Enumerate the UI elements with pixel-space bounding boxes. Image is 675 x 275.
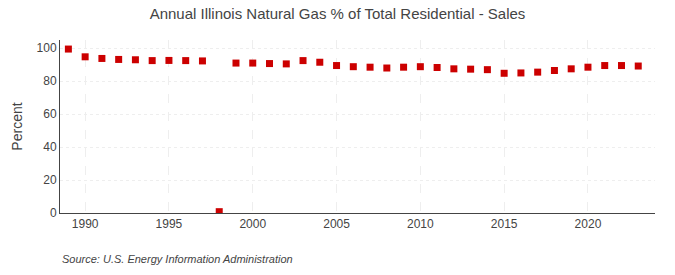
svg-text:Source: U.S. Energy Informatio: Source: U.S. Energy Information Administ… [62,253,293,265]
svg-text:Annual Illinois Natural Gas %: Annual Illinois Natural Gas % of Total R… [150,5,526,22]
svg-text:2000: 2000 [239,217,266,231]
svg-text:2020: 2020 [575,217,602,231]
svg-text:2010: 2010 [407,217,434,231]
svg-text:Percent: Percent [9,102,25,150]
svg-text:1990: 1990 [72,217,99,231]
svg-text:40: 40 [43,140,57,154]
svg-text:2015: 2015 [491,217,518,231]
svg-text:1995: 1995 [156,217,183,231]
svg-text:60: 60 [43,107,57,121]
svg-text:2005: 2005 [323,217,350,231]
svg-text:0: 0 [50,206,57,220]
svg-text:80: 80 [43,74,57,88]
svg-text:100: 100 [37,41,57,55]
svg-text:20: 20 [43,173,57,187]
